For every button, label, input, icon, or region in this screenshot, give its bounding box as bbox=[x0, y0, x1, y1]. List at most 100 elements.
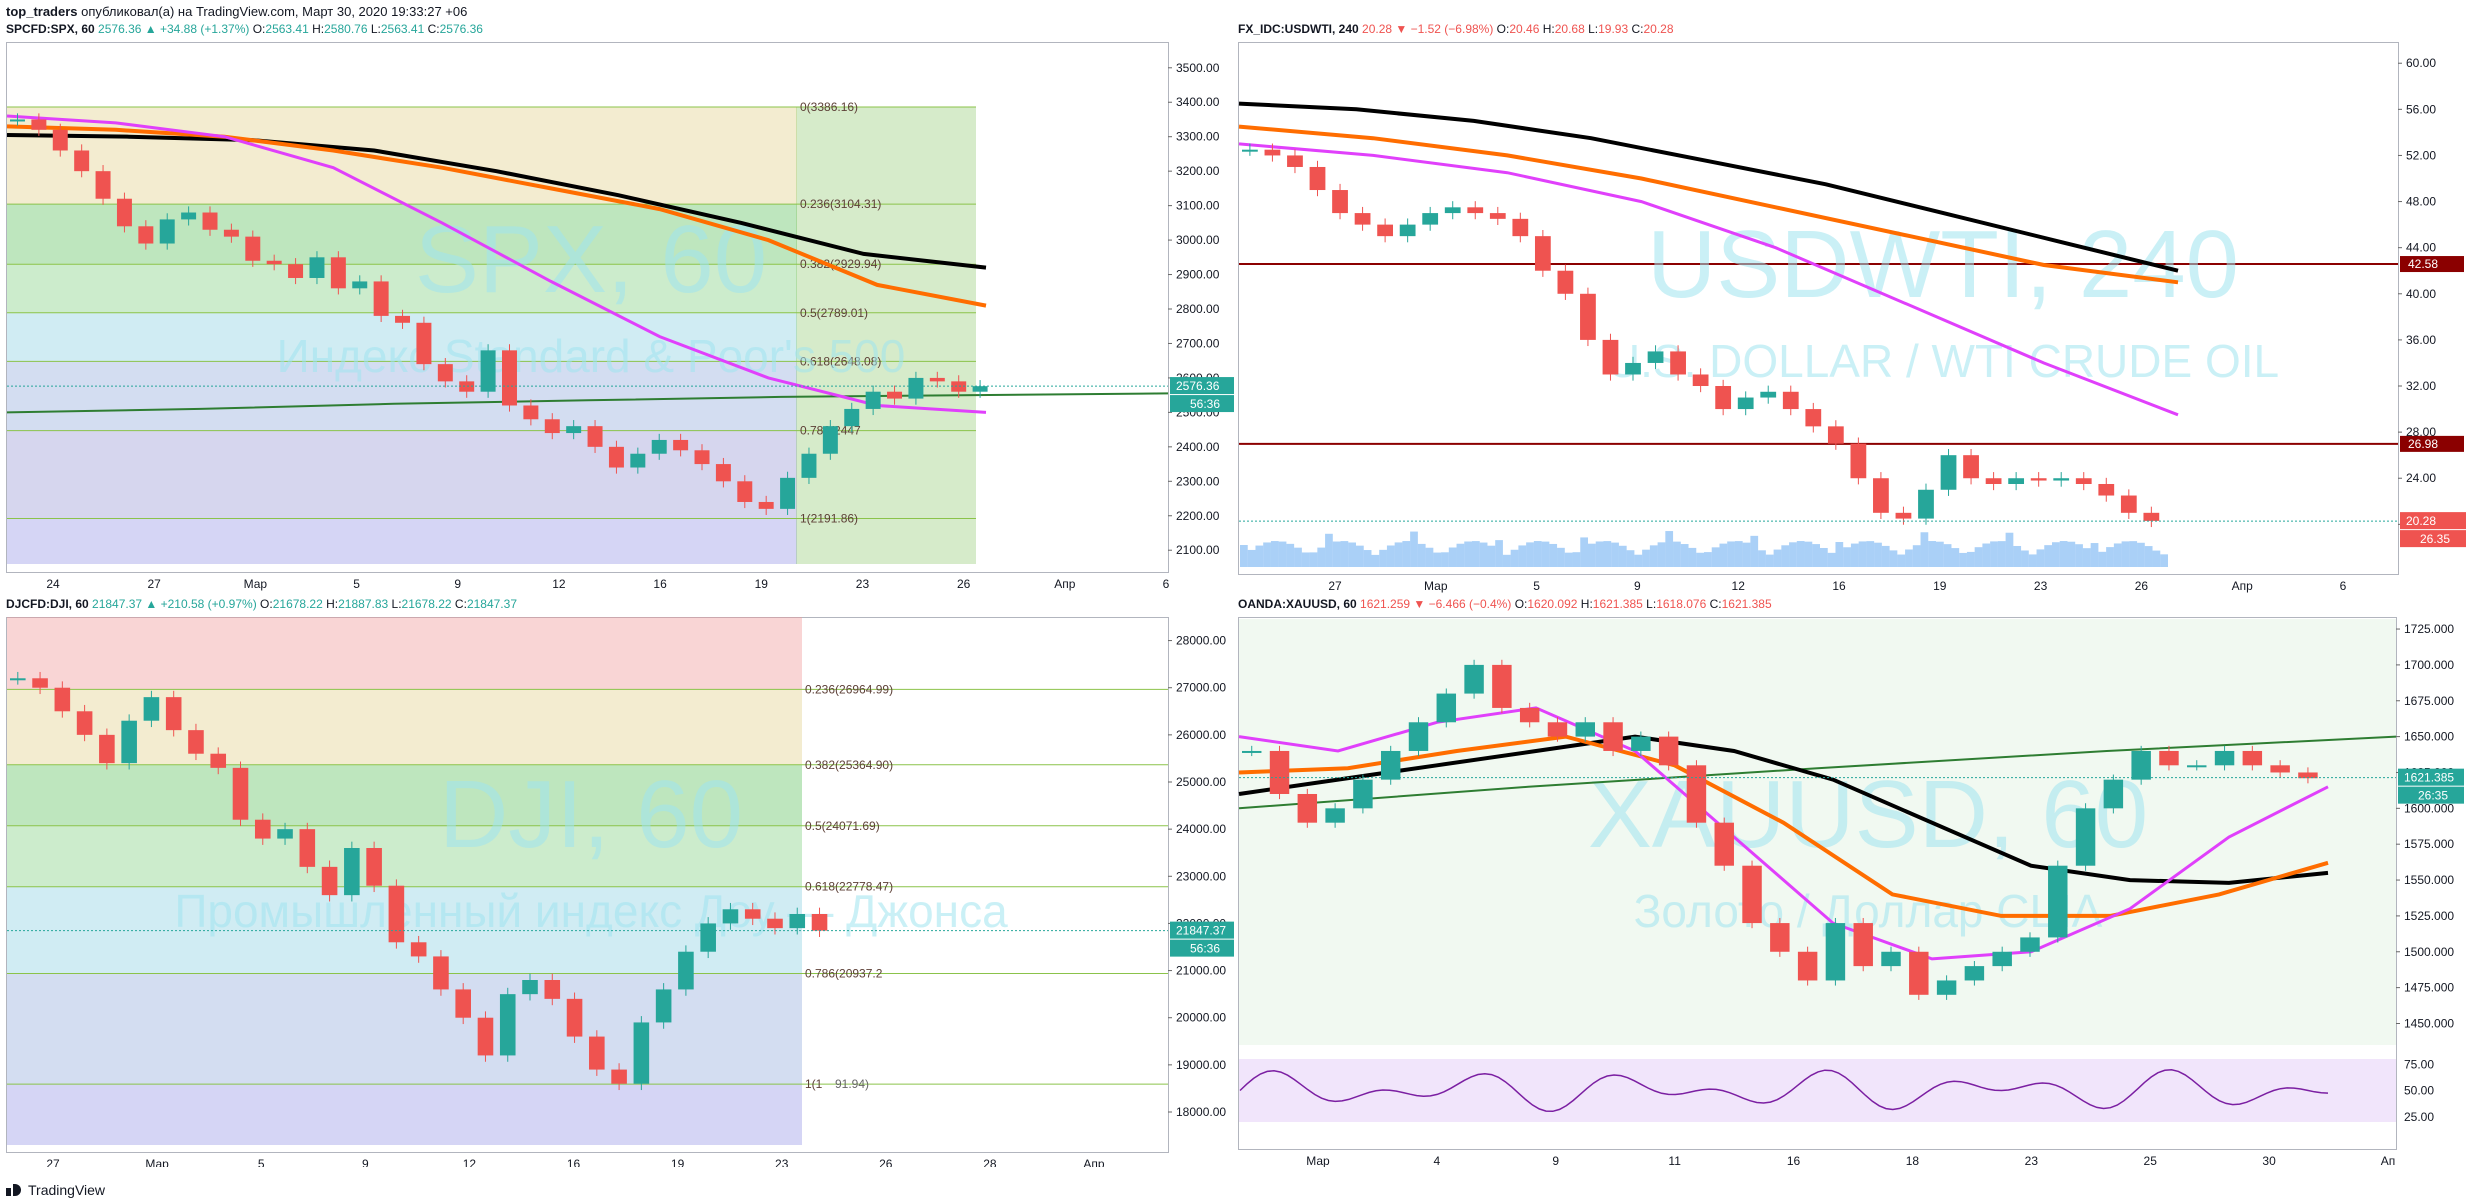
chart-panel-dji[interactable]: DJCFD:DJI, 60 21847.37 ▲ +210.58 (+0.97%… bbox=[6, 597, 1234, 1167]
x-tick-label: 9 bbox=[362, 1157, 369, 1167]
low-value: 1618.076 bbox=[1656, 597, 1707, 611]
fib-zone bbox=[7, 825, 802, 887]
brand-name[interactable]: TradingView bbox=[28, 1182, 106, 1198]
volume-bar bbox=[1317, 547, 1326, 567]
price-candle bbox=[1918, 489, 1934, 519]
y-tick-label: 3400.00 bbox=[1176, 95, 1220, 109]
chart-panel-xauusd[interactable]: OANDA:XAUUSD, 60 1621.259 ▼ −6.466 (−0.4… bbox=[1238, 597, 2468, 1167]
usdwti-chart[interactable]: 42.58 26.98 USDWTI, 240 U.S. DOLLAR / WTI C… bbox=[1238, 42, 2468, 597]
y-tick-label: 1700.000 bbox=[2404, 658, 2454, 672]
volume-bar bbox=[1502, 554, 1511, 567]
author-name[interactable]: top_traders bbox=[6, 4, 78, 19]
y-tick-label: 25000.00 bbox=[1176, 775, 1226, 789]
price-candle bbox=[1714, 822, 1734, 866]
ma100-line bbox=[1238, 734, 2329, 918]
price-candle bbox=[344, 848, 360, 896]
volume-bar bbox=[1588, 543, 1596, 567]
price-candle bbox=[2048, 865, 2068, 938]
x-tick-label: 23 bbox=[775, 1157, 789, 1167]
volume-bar bbox=[1657, 542, 1666, 567]
price-candle bbox=[1399, 224, 1416, 237]
volume-bar bbox=[1386, 545, 1395, 567]
y-tick-label: 1600.000 bbox=[2404, 801, 2454, 815]
price-candle bbox=[1354, 213, 1371, 225]
volume-bar bbox=[1835, 542, 1844, 567]
publication-header: top_traders опубликовал(а) на TradingVie… bbox=[6, 4, 467, 19]
price-candle bbox=[1909, 951, 1929, 995]
volume-bar bbox=[1936, 541, 1944, 567]
x-tick-label: 9 bbox=[1552, 1154, 1559, 1167]
last-price-text: 1621.385 bbox=[2404, 771, 2454, 785]
price-candle bbox=[1631, 736, 1651, 751]
price-candle bbox=[143, 697, 160, 721]
volume-bar bbox=[2075, 544, 2083, 567]
volume-bar bbox=[1580, 537, 1588, 567]
price-candle bbox=[254, 819, 271, 839]
spx-chart[interactable]: 0(3386.16)0.236(3104.31)0.382(2929.94)0.… bbox=[6, 42, 1234, 597]
x-tick-label: 5 bbox=[1533, 579, 1540, 593]
volume-bar bbox=[1541, 541, 1550, 567]
level-price-tag bbox=[2400, 435, 2464, 452]
plot-background bbox=[1239, 619, 2396, 1045]
price-candle bbox=[366, 848, 382, 886]
price-candle bbox=[1715, 386, 1732, 410]
price-candle bbox=[1492, 664, 1512, 708]
price-candle bbox=[2143, 512, 2160, 521]
fib-level-label: 0.5(24071.69) bbox=[805, 819, 880, 833]
price-candle bbox=[2053, 478, 2070, 481]
volume-bar bbox=[1433, 552, 1442, 567]
y-tick-label: 19000.00 bbox=[1176, 1058, 1226, 1072]
volume-bar bbox=[1951, 548, 1960, 567]
price-candle bbox=[232, 767, 249, 820]
volume-bar bbox=[1649, 545, 1658, 567]
volume-bar bbox=[1750, 535, 1759, 567]
low-value: 2563.41 bbox=[380, 22, 425, 36]
volume-bar bbox=[1379, 549, 1387, 567]
volume-bar bbox=[1263, 542, 1271, 567]
volume-bar bbox=[1719, 543, 1728, 567]
fib-level-label: 0.618(2648.08) bbox=[800, 354, 881, 368]
price-candle bbox=[76, 711, 93, 735]
open-value: 2563.41 bbox=[265, 22, 309, 36]
price-candle bbox=[611, 1069, 627, 1084]
price-candle bbox=[277, 829, 293, 839]
volume-bar bbox=[2152, 550, 2161, 567]
chart-panel-spx[interactable]: SPCFD:SPX, 60 2576.36 ▲ +34.88 (+1.37%) … bbox=[6, 22, 1234, 599]
high-value: 1621.385 bbox=[1592, 597, 1643, 611]
open-value: 21678.22 bbox=[272, 597, 323, 611]
chart-panel-usdwti[interactable]: FX_IDC:USDWTI, 240 20.28 ▼ −1.52 (−6.98%… bbox=[1238, 22, 2468, 599]
volume-bar bbox=[1595, 541, 1604, 567]
volume-bar bbox=[1394, 542, 1403, 567]
price-candle bbox=[715, 464, 731, 482]
price-candle bbox=[1825, 923, 1846, 981]
fib-level-label: 91.94) bbox=[835, 1077, 869, 1091]
y-tick-label: 3300.00 bbox=[1176, 130, 1220, 144]
price-candle bbox=[1242, 149, 1258, 152]
open-value: 20.46 bbox=[1509, 22, 1540, 36]
fib-zone bbox=[7, 764, 802, 826]
price-candle bbox=[32, 678, 48, 688]
x-tick-label: 26 bbox=[957, 577, 971, 591]
price-candle bbox=[951, 381, 967, 392]
fib-level-label: 0.618(22778.47) bbox=[805, 880, 893, 894]
price-candle bbox=[1742, 865, 1762, 924]
price-candle bbox=[1881, 951, 1901, 967]
x-tick-label: Мар bbox=[1306, 1154, 1330, 1167]
plot-frame bbox=[6, 617, 1169, 1153]
price-candle bbox=[1873, 478, 1889, 513]
volume-bar bbox=[1711, 547, 1720, 567]
price-candle bbox=[651, 439, 667, 454]
volume-bar bbox=[1572, 552, 1581, 567]
volume-bar bbox=[1874, 542, 1882, 567]
volume-bar bbox=[2044, 545, 2052, 567]
y-tick-label: 24000.00 bbox=[1176, 822, 1226, 836]
price-candle bbox=[165, 697, 182, 731]
x-tick-label: 27 bbox=[1328, 579, 1342, 593]
x-tick-label: Мар bbox=[1424, 579, 1448, 593]
tradingview-logo-icon[interactable] bbox=[6, 1184, 22, 1196]
last-price-tag bbox=[1170, 921, 1234, 939]
price-candle bbox=[188, 730, 204, 754]
price-candle bbox=[887, 391, 903, 399]
dji-chart[interactable]: 0.236(26964.99) 0.382(25364.90) 0.5(24071.… bbox=[6, 617, 1234, 1167]
